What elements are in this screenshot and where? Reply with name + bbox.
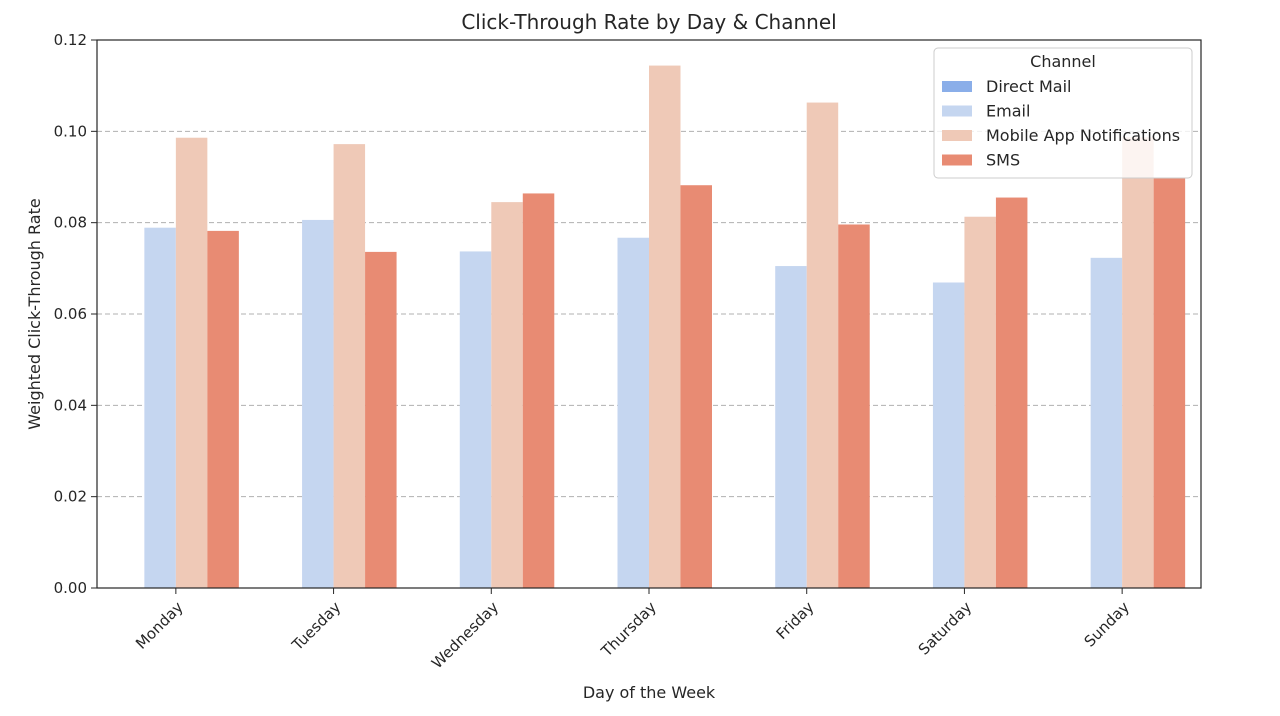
chart-title: Click-Through Rate by Day & Channel bbox=[461, 10, 836, 34]
x-tick-label: Thursday bbox=[597, 598, 660, 661]
bar-sms-saturday bbox=[995, 197, 1028, 589]
x-tick-label: Monday bbox=[132, 598, 187, 653]
bar-email-monday bbox=[144, 227, 176, 588]
legend-title: Channel bbox=[1030, 52, 1096, 71]
legend-swatch bbox=[942, 154, 972, 166]
x-tick-label: Tuesday bbox=[288, 598, 345, 655]
bar-mobile-app-notifications-wednesday bbox=[491, 202, 523, 588]
legend-label: Email bbox=[986, 102, 1030, 121]
y-tick-label: 0.10 bbox=[54, 122, 87, 140]
bar-email-thursday bbox=[617, 237, 649, 588]
bar-mobile-app-notifications-saturday bbox=[964, 216, 996, 589]
bar-sms-wednesday bbox=[522, 193, 555, 588]
x-tick-label: Saturday bbox=[915, 598, 976, 659]
x-tick-label: Wednesday bbox=[428, 598, 502, 672]
legend-label: Mobile App Notifications bbox=[986, 126, 1180, 145]
bars bbox=[144, 65, 1186, 589]
bar-mobile-app-notifications-sunday bbox=[1122, 137, 1154, 588]
bar-mobile-app-notifications-monday bbox=[175, 137, 208, 588]
y-tick-label: 0.12 bbox=[54, 31, 87, 49]
legend-box bbox=[933, 47, 1193, 179]
x-axis-label: Day of the Week bbox=[583, 683, 716, 702]
legend-swatch bbox=[942, 130, 972, 141]
plot-frame bbox=[96, 39, 1202, 589]
legend-swatch bbox=[942, 81, 972, 92]
bar-mobile-app-notifications-tuesday bbox=[333, 144, 366, 588]
x-tick-label: Sunday bbox=[1081, 598, 1134, 651]
bar-email-sunday bbox=[1090, 257, 1123, 588]
bar-email-wednesday bbox=[459, 251, 492, 589]
y-tick-label: 0.00 bbox=[54, 579, 87, 597]
y-axis-label: Weighted Click-Through Rate bbox=[25, 198, 44, 429]
y-tick-label: 0.08 bbox=[54, 214, 87, 232]
bar-sms-friday bbox=[838, 224, 870, 588]
x-tick-label: Friday bbox=[773, 598, 818, 643]
legend-label: SMS bbox=[986, 151, 1020, 170]
legend-label: Direct Mail bbox=[986, 77, 1072, 96]
bar-sms-tuesday bbox=[365, 251, 397, 589]
legend-swatch bbox=[942, 105, 972, 117]
bar-email-saturday bbox=[932, 282, 965, 588]
bar-mobile-app-notifications-friday bbox=[806, 102, 839, 589]
legend: Channel Direct Mail Email Mobile App Notif… bbox=[933, 47, 1193, 179]
y-tick-label: 0.06 bbox=[54, 305, 87, 323]
bar-email-tuesday bbox=[302, 219, 334, 588]
bar-sms-sunday bbox=[1153, 177, 1186, 588]
bar-mobile-app-notifications-thursday bbox=[649, 65, 681, 588]
y-tick-label: 0.02 bbox=[54, 488, 87, 506]
bar-sms-thursday bbox=[680, 185, 712, 588]
y-tick-label: 0.04 bbox=[54, 396, 87, 414]
bar-sms-monday bbox=[207, 230, 239, 589]
bar-email-friday bbox=[775, 266, 807, 588]
